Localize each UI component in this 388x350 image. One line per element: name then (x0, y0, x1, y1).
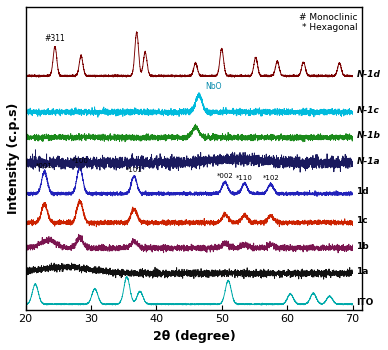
Text: #311: #311 (45, 34, 65, 43)
Text: NbO: NbO (205, 82, 222, 91)
Text: 1b: 1b (357, 242, 369, 251)
Text: N-1a: N-1a (357, 156, 380, 166)
Text: # Monoclinic
* Hexagonal: # Monoclinic * Hexagonal (299, 13, 357, 33)
X-axis label: 2θ (degree): 2θ (degree) (152, 330, 235, 343)
Text: *001: *001 (36, 163, 53, 169)
Text: 1c: 1c (357, 216, 368, 225)
Text: 1a: 1a (357, 267, 369, 276)
Text: ITO: ITO (357, 298, 374, 307)
Text: *102: *102 (262, 175, 279, 181)
Y-axis label: Intensity (c.p.s): Intensity (c.p.s) (7, 103, 20, 214)
Text: *101: *101 (126, 167, 142, 173)
Text: N-1c: N-1c (357, 106, 379, 115)
Text: *110: *110 (236, 175, 253, 181)
Text: *002: *002 (217, 173, 233, 179)
Text: 1d: 1d (357, 187, 369, 196)
Text: N-1d: N-1d (357, 70, 380, 78)
Text: N-1b: N-1b (357, 131, 380, 140)
Text: *100: *100 (71, 158, 88, 163)
